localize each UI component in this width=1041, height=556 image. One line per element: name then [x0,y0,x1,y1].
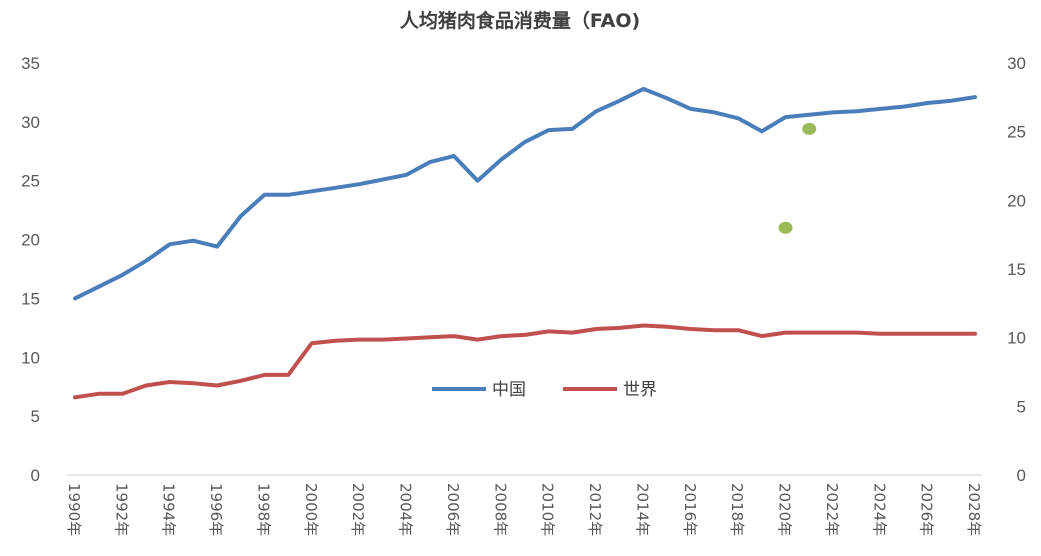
extra-data-point [778,221,793,234]
y-left-tick-label: 15 [21,289,40,308]
y-axis-left: 0 5 10 15 20 25 30 35 [21,54,40,485]
y-right-tick-label: 20 [1007,191,1026,210]
y-axis-right: 0 5 10 15 20 25 30 [1007,54,1026,485]
chart-title: 人均猪肉食品消费量（FAO) [400,9,640,32]
y-left-tick-label: 35 [21,54,40,73]
y-left-tick-label: 25 [21,172,40,191]
series-line-china [73,86,977,301]
x-tick-label: 2000年 [302,483,320,536]
series-layer [73,86,977,400]
x-tick-label: 1998年 [254,483,272,536]
y-left-tick-label: 10 [21,348,40,367]
x-tick-label: 2008年 [491,483,509,536]
x-axis: 1990年 1992年 1994年 1996年 1998年 2000年 2002年 2004年… [65,483,983,536]
x-tick-label: 1992年 [112,483,130,536]
x-tick-label: 2020年 [776,483,794,536]
extra-data-point [802,122,817,135]
extra-points-layer [778,122,817,234]
y-right-tick-label: 5 [1017,397,1026,416]
x-tick-label: 2014年 [633,483,651,536]
y-right-tick-label: 15 [1007,260,1026,279]
legend: 中国 世界 [432,380,657,400]
legend-label-world: 世界 [623,380,657,400]
legend-label-china: 中国 [492,380,526,400]
x-tick-label: 2006年 [444,483,462,536]
x-tick-label: 2018年 [728,483,746,536]
x-tick-label: 2026年 [918,483,936,536]
x-tick-label: 2010年 [539,483,557,536]
x-tick-label: 1994年 [160,483,178,536]
y-left-tick-label: 5 [31,407,40,426]
y-right-tick-label: 30 [1007,54,1026,73]
x-tick-label: 2028年 [965,483,983,536]
x-tick-label: 2012年 [586,483,604,536]
x-tick-label: 1996年 [207,483,225,536]
x-tick-label: 2002年 [349,483,367,536]
x-tick-label: 2022年 [823,483,841,536]
y-left-tick-label: 30 [21,113,40,132]
x-tick-label: 1990年 [65,483,83,536]
y-right-tick-label: 0 [1017,466,1026,485]
y-right-tick-label: 25 [1007,123,1026,142]
x-tick-label: 2016年 [681,483,699,536]
series-line-world [73,323,977,400]
y-left-tick-label: 0 [31,466,40,485]
y-right-tick-label: 10 [1007,329,1026,348]
y-left-tick-label: 20 [21,231,40,250]
x-tick-label: 2004年 [397,483,415,536]
x-tick-label: 2024年 [870,483,888,536]
